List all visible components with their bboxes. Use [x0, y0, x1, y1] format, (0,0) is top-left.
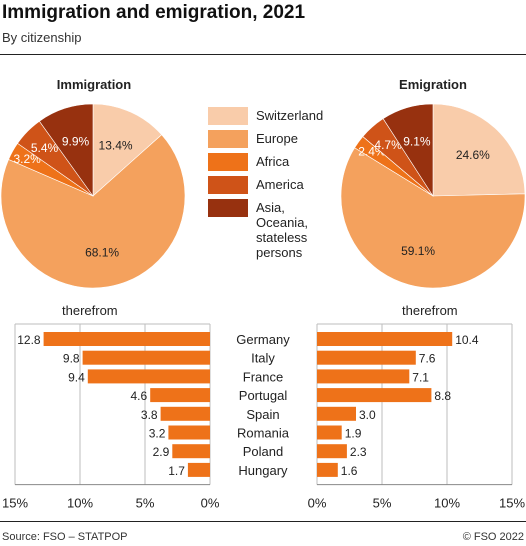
pie-slice-europe: [340, 147, 526, 289]
immigration-bar-romania: [168, 425, 210, 440]
pie-value-label-switzerland: 24.6%: [456, 148, 490, 162]
x-tick-label: 0%: [201, 496, 220, 511]
emigration-bar-france: [317, 369, 410, 384]
immigration-bar-germany: [43, 332, 210, 346]
immigration-value-label-italy: 9.8: [63, 352, 80, 366]
legend-item-switzerland: Switzerland: [208, 106, 348, 128]
immigration-bar-spain: [160, 406, 210, 421]
emigration-value-label-poland: 2.3: [350, 445, 367, 459]
immigration-bar-france: [87, 369, 210, 384]
source-note: Source: FSO – STATPOP: [2, 531, 128, 543]
immigration-bar-poland: [172, 444, 210, 459]
category-label-germany: Germany: [236, 332, 290, 347]
immigration-pie-chart: 13.4% 68.1% 3.2%5.4% 9.9%: [0, 103, 186, 289]
emigration-pie-title: Emigration: [399, 77, 467, 92]
emigration-value-label-hungary: 1.6: [341, 464, 358, 478]
emigration-bar-italy: [317, 350, 416, 365]
immigration-value-label-hungary: 1.7: [168, 464, 185, 478]
copyright-note: © FSO 2022: [462, 531, 524, 543]
chart-subtitle: By citizenship: [2, 30, 82, 45]
immigration-value-label-portugal: 4.6: [131, 389, 148, 403]
pie-value-label-europe: 68.1%: [85, 245, 119, 259]
category-label-hungary: Hungary: [238, 463, 288, 478]
category-label-portugal: Portugal: [239, 388, 288, 403]
emigration-pie-chart: 24.6%59.1%2.4%4.7% 9.1%: [340, 103, 526, 289]
pie-slice-switzerland: [432, 103, 526, 197]
pie-value-label-africa: 3.2%: [13, 152, 41, 166]
pie-value-label-america: 5.4%: [31, 141, 59, 155]
legend-swatch-switzerland: [208, 107, 248, 125]
immigration-value-label-poland: 2.9: [153, 445, 170, 459]
footer-divider: [0, 521, 526, 522]
emigration-value-label-portugal: 8.8: [434, 389, 451, 403]
x-tick-label: 10%: [67, 496, 93, 511]
immigration-bar-portugal: [150, 388, 210, 403]
immigration-bar-italy: [82, 350, 210, 365]
category-label-france: France: [243, 369, 283, 384]
immigration-value-label-germany: 12.8: [17, 333, 41, 347]
pie-value-label-switzerland: 13.4%: [99, 139, 133, 153]
x-tick-label: 15%: [2, 496, 28, 511]
pie-value-label-america: 4.7%: [374, 138, 402, 152]
x-tick-label: 15%: [499, 496, 525, 511]
legend-label-europe: Europe: [256, 131, 298, 146]
pie-value-label-europe: 59.1%: [401, 244, 435, 258]
emigration-bar-poland: [317, 444, 347, 459]
therefrom-label-left: therefrom: [62, 303, 118, 318]
country-bar-charts: 12.8 Germany 10.4 9.8 Italy 7.6 9.4 France 7.1 4.…: [2, 323, 525, 511]
pie-slice-asia-oceania-stateless-persons: [382, 103, 434, 198]
legend-swatch-asia-oceania: [208, 199, 248, 217]
immigration-pie-title: Immigration: [56, 77, 132, 92]
immigration-value-label-romania: 3.2: [149, 427, 166, 441]
x-tick-label: 5%: [373, 496, 392, 511]
emigration-value-label-spain: 3.0: [359, 408, 376, 422]
therefrom-label-right: therefrom: [402, 303, 458, 318]
x-tick-label: 5%: [136, 496, 155, 511]
category-label-italy: Italy: [251, 351, 275, 366]
category-label-romania: Romania: [237, 426, 290, 441]
legend-swatch-europe: [208, 130, 248, 148]
legend-label-africa: Africa: [256, 154, 290, 169]
immigration-value-label-spain: 3.8: [141, 408, 158, 422]
emigration-bar-portugal: [317, 388, 432, 403]
x-tick-label: 0%: [308, 496, 327, 511]
immigration-value-label-france: 9.4: [68, 370, 85, 384]
legend-label-america: America: [256, 177, 304, 192]
emigration-bar-hungary: [317, 462, 338, 477]
legend-swatch-africa: [208, 153, 248, 171]
legend-item-europe: Europe: [208, 129, 348, 151]
pie-slice-switzerland: [92, 103, 163, 197]
pie-slice-asia-oceania-stateless-persons: [38, 103, 94, 197]
emigration-value-label-romania: 1.9: [345, 427, 362, 441]
chart-title: Immigration and emigration, 2021: [2, 2, 306, 23]
emigration-value-label-italy: 7.6: [419, 352, 436, 366]
legend-label-switzerland: Switzerland: [256, 108, 324, 123]
emigration-bar-germany: [317, 332, 453, 346]
emigration-bar-spain: [317, 406, 356, 421]
emigration-value-label-france: 7.1: [412, 370, 429, 384]
legend-swatch-america: [208, 176, 248, 194]
pie-value-label-asia-oceania-stateless-persons: 9.1%: [403, 134, 431, 148]
emigration-bar-romania: [317, 425, 342, 440]
legend: Switzerland Europe Africa America Asia, …: [208, 106, 348, 260]
legend-item-asia-oceania: Asia, Oceania, stateless persons: [208, 198, 348, 260]
legend-item-africa: Africa: [208, 152, 348, 174]
immigration-bar-hungary: [187, 462, 210, 477]
legend-item-america: America: [208, 175, 348, 197]
pie-value-label-asia-oceania-stateless-persons: 9.9%: [62, 135, 90, 149]
category-label-poland: Poland: [243, 444, 283, 459]
emigration-value-label-germany: 10.4: [455, 333, 479, 347]
header-divider: [0, 54, 526, 55]
legend-label-asia-oceania: Asia, Oceania, stateless persons: [256, 200, 309, 260]
pie-slice-europe: [0, 134, 186, 289]
x-tick-label: 10%: [434, 496, 460, 511]
category-label-spain: Spain: [246, 407, 279, 422]
